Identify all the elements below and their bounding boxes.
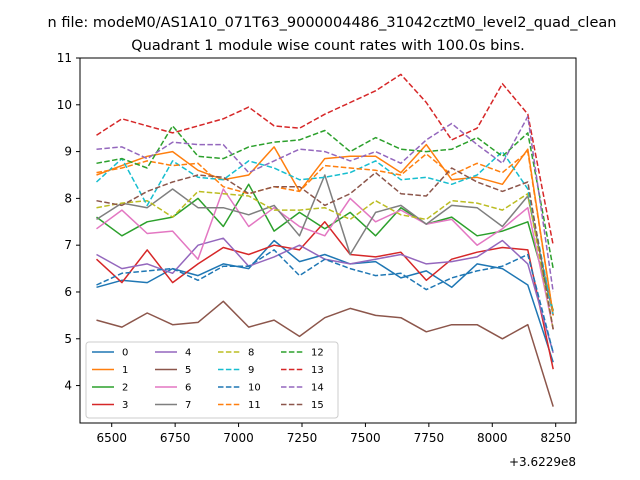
legend-label: 15 bbox=[311, 400, 324, 411]
y-tick-label: 4 bbox=[64, 379, 72, 393]
series-line-0 bbox=[96, 239, 554, 363]
series-line-3 bbox=[95, 221, 554, 370]
x-tick-label: 8000 bbox=[477, 431, 508, 445]
legend-label: 5 bbox=[185, 365, 191, 376]
legend-label: 4 bbox=[185, 348, 191, 359]
x-tick-label: 8250 bbox=[540, 431, 571, 445]
series-line-13 bbox=[96, 73, 554, 246]
chart-suptitle: n file: modeM0/AS1A10_071T63_9000004486_… bbox=[48, 15, 617, 31]
series-line-11 bbox=[96, 150, 554, 316]
series-line-6 bbox=[96, 188, 554, 330]
x-axis-offset-label: +3.6229e8 bbox=[509, 455, 576, 469]
series-line-15 bbox=[96, 167, 554, 330]
legend-label: 2 bbox=[122, 383, 128, 394]
x-tick-label: 6750 bbox=[160, 431, 191, 445]
y-tick-label: 9 bbox=[64, 145, 72, 159]
legend-label: 9 bbox=[248, 365, 254, 376]
y-tick-label: 5 bbox=[64, 332, 72, 346]
legend-label: 6 bbox=[185, 383, 191, 394]
legend-label: 11 bbox=[248, 400, 261, 411]
x-tick-label: 7250 bbox=[287, 431, 318, 445]
series-line-12 bbox=[96, 125, 554, 269]
chart-title: Quadrant 1 module wise count rates with … bbox=[131, 38, 525, 54]
y-tick-label: 10 bbox=[57, 98, 72, 112]
legend-label: 7 bbox=[185, 400, 191, 411]
legend-label: 3 bbox=[122, 400, 128, 411]
legend-label: 8 bbox=[248, 348, 254, 359]
series-line-1 bbox=[96, 143, 554, 316]
y-axis: 4 5 6 7 8 9 10 11 bbox=[57, 51, 80, 393]
series-line-14 bbox=[96, 115, 554, 293]
legend-label: 1 bbox=[122, 365, 128, 376]
x-tick-label: 7750 bbox=[414, 431, 445, 445]
series-layer bbox=[95, 73, 554, 407]
y-tick-label: 11 bbox=[57, 51, 72, 65]
legend-label: 14 bbox=[311, 383, 324, 394]
series-line-7 bbox=[96, 174, 554, 316]
legend-label: 10 bbox=[248, 383, 261, 394]
y-tick-label: 7 bbox=[64, 238, 72, 252]
series-line-5 bbox=[96, 300, 554, 407]
legend-box bbox=[85, 341, 339, 419]
legend-label: 12 bbox=[311, 348, 324, 359]
series-line-8 bbox=[96, 190, 554, 330]
x-tick-label: 6500 bbox=[96, 431, 127, 445]
y-tick-label: 6 bbox=[64, 285, 72, 299]
plot-border bbox=[79, 57, 577, 424]
series-line-10 bbox=[96, 249, 554, 353]
x-tick-label: 7000 bbox=[223, 431, 254, 445]
x-tick-label: 7500 bbox=[350, 431, 381, 445]
y-tick-label: 8 bbox=[64, 191, 72, 205]
x-axis: 6500 6750 7000 7250 7500 7750 8000 8250 bbox=[96, 423, 571, 445]
series-line-9 bbox=[95, 150, 554, 316]
legend-label: 0 bbox=[122, 348, 128, 359]
legend-label: 13 bbox=[311, 365, 324, 376]
